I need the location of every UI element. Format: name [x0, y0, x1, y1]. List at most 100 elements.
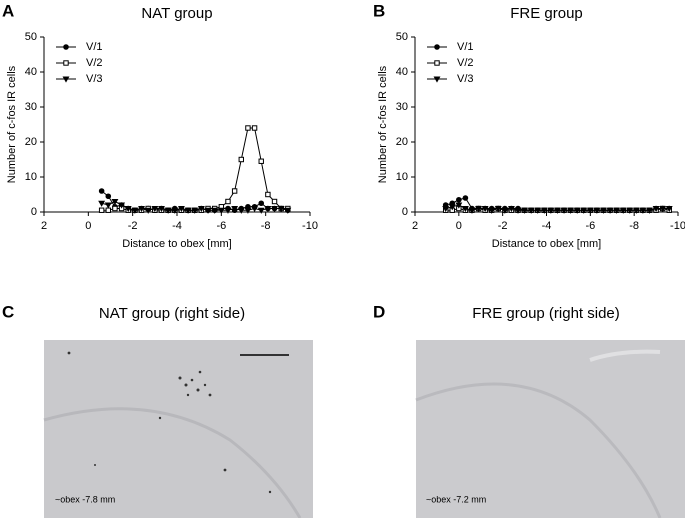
x-tick-label: 2 [41, 220, 47, 232]
marker [652, 206, 660, 213]
panel-label: D [373, 302, 385, 321]
marker [191, 207, 199, 214]
marker [177, 206, 185, 213]
marker [131, 207, 139, 214]
micrograph [44, 340, 313, 518]
marker [659, 206, 667, 213]
x-axis-label: Distance to obex [mm] [492, 238, 601, 250]
x-tick-label: -2 [128, 220, 138, 232]
marker [277, 206, 285, 213]
marker [481, 206, 489, 213]
marker [606, 207, 614, 214]
marker [593, 207, 601, 214]
marker [257, 207, 265, 214]
marker [104, 202, 112, 209]
legend-label: V/2 [457, 57, 474, 69]
x-tick-label: 0 [456, 220, 462, 232]
image-title: NAT group (right side) [99, 305, 245, 322]
marker [265, 191, 271, 198]
marker [475, 206, 483, 213]
x-tick-label: -6 [585, 220, 595, 232]
marker [105, 207, 111, 213]
y-tick-label: 50 [396, 31, 408, 43]
marker [284, 207, 292, 214]
marker [494, 206, 502, 213]
stained-cells [67, 351, 272, 494]
marker [554, 207, 561, 214]
marker [488, 207, 496, 214]
x-tick-label: -2 [498, 220, 508, 232]
marker [98, 200, 106, 207]
marker [118, 202, 126, 209]
marker [231, 206, 239, 213]
marker [567, 207, 575, 214]
marker [547, 207, 555, 214]
marker [217, 207, 225, 214]
marker [98, 207, 105, 213]
y-tick-label: 10 [396, 171, 408, 183]
marker [462, 195, 469, 201]
marker [646, 207, 653, 214]
marker [665, 206, 673, 213]
marker [184, 207, 192, 214]
legend-marker [434, 60, 440, 66]
panel-label: C [2, 302, 14, 321]
marker [271, 198, 278, 205]
marker [237, 207, 245, 214]
tissue-edge [415, 382, 662, 519]
marker [264, 206, 272, 213]
marker [527, 207, 535, 214]
marker [197, 206, 205, 213]
y-tick-label: 30 [25, 101, 37, 113]
x-axis-label: Distance to obex [mm] [122, 238, 231, 250]
legend-label: V/1 [457, 41, 474, 53]
x-tick-label: -8 [261, 220, 271, 232]
image-title: FRE group (right side) [472, 305, 620, 322]
x-tick-label: 0 [85, 220, 91, 232]
x-tick-label: -6 [216, 220, 226, 232]
legend-marker [63, 44, 69, 50]
legend-marker [434, 44, 440, 50]
marker [111, 199, 119, 206]
marker [238, 156, 244, 163]
marker [600, 207, 607, 214]
marker [613, 207, 621, 214]
marker [521, 207, 529, 214]
marker [211, 207, 219, 214]
legend-marker [62, 76, 70, 83]
y-tick-label: 10 [25, 171, 37, 183]
marker [98, 188, 105, 194]
x-tick-label: -4 [172, 220, 182, 232]
legend-label: V/3 [457, 73, 474, 85]
marker [534, 207, 542, 214]
marker [231, 188, 238, 194]
legend-label: V/3 [86, 73, 103, 85]
marker [619, 207, 627, 214]
marker [448, 204, 456, 211]
marker [461, 206, 469, 213]
marker [144, 207, 152, 214]
x-tick-label: 2 [412, 220, 418, 232]
marker [442, 206, 450, 213]
y-tick-label: 0 [31, 206, 37, 218]
y-tick-label: 50 [25, 31, 37, 43]
y-tick-label: 0 [402, 206, 408, 218]
marker [586, 207, 594, 214]
y-tick-label: 40 [25, 66, 37, 78]
y-tick-label: 20 [396, 136, 408, 148]
marker [171, 207, 179, 214]
panel-label: A [2, 1, 14, 20]
marker [560, 207, 568, 214]
marker [626, 207, 634, 214]
marker [501, 207, 509, 214]
marker [468, 207, 476, 214]
tissue-fold [589, 349, 661, 362]
x-tick-label: -10 [670, 220, 685, 232]
marker [573, 207, 581, 214]
marker [639, 207, 647, 214]
micrograph [416, 340, 685, 518]
marker [224, 207, 232, 214]
marker [138, 206, 145, 213]
chart-title: FRE group [510, 5, 583, 22]
chart-title: NAT group [141, 5, 212, 22]
